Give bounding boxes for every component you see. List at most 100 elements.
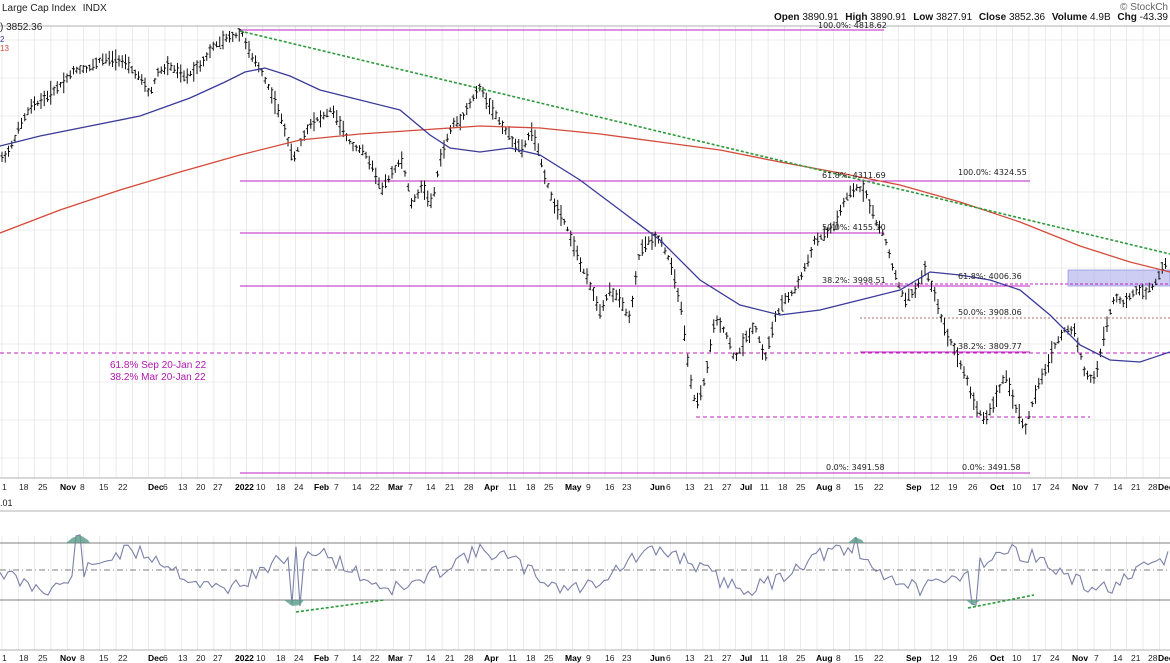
price-bar bbox=[666, 255, 670, 261]
price-bar bbox=[318, 110, 323, 128]
price-bar bbox=[474, 85, 479, 99]
x-tick-label: 18 bbox=[778, 482, 788, 492]
price-bar bbox=[1089, 374, 1093, 383]
price-bar bbox=[377, 177, 381, 190]
price-bar bbox=[851, 183, 856, 198]
price-bar bbox=[26, 107, 30, 116]
price-bar bbox=[523, 140, 527, 148]
x-axis-indicator: 1 18 25 Nov 8 15 22 Dec 6 13 20 27 2022 10 18 24 Feb 7 14 2… bbox=[2, 653, 1170, 663]
x-tick-label: 6 bbox=[163, 482, 168, 492]
price-bar bbox=[936, 298, 940, 314]
price-bar bbox=[156, 67, 160, 77]
x-tick-label: 21 bbox=[1131, 653, 1141, 663]
price-bar bbox=[409, 198, 414, 209]
price-bar bbox=[614, 289, 618, 301]
x-tick-label: 27 bbox=[213, 653, 223, 663]
price-bar bbox=[972, 392, 976, 411]
price-bar bbox=[598, 304, 602, 319]
price-bar bbox=[868, 199, 872, 214]
price-bar bbox=[133, 69, 137, 79]
x-tick-label: 14 bbox=[1113, 482, 1123, 492]
x-tick-label: 24 bbox=[1050, 482, 1060, 492]
overbought-fill bbox=[848, 537, 864, 543]
price-bar bbox=[991, 396, 995, 413]
price-bar bbox=[182, 70, 186, 82]
title-text: Large Cap Index bbox=[2, 3, 76, 14]
x-tick-label: 7 bbox=[334, 653, 339, 663]
price-bar bbox=[799, 272, 804, 280]
price-bar bbox=[767, 336, 771, 350]
x-tick-label: Dec bbox=[1158, 482, 1170, 492]
x-tick-label: 21 bbox=[704, 482, 714, 492]
x-tick-label: 7 bbox=[1094, 653, 1099, 663]
price-bar bbox=[907, 288, 911, 301]
x-tick-label: Dec bbox=[148, 482, 164, 492]
x-tick-label: 23 bbox=[622, 653, 632, 663]
x-tick-label: 18 bbox=[778, 653, 788, 663]
price-bar bbox=[123, 54, 128, 70]
x-tick-label: 6 bbox=[666, 482, 671, 492]
price-bar bbox=[237, 28, 241, 42]
price-bar bbox=[985, 410, 989, 425]
price-bar bbox=[673, 269, 677, 289]
x-tick-label: 18 bbox=[19, 482, 29, 492]
price-bar bbox=[1050, 341, 1054, 364]
price-bar bbox=[110, 50, 115, 67]
x-tick-label: 25 bbox=[544, 482, 554, 492]
price-bar bbox=[1118, 296, 1122, 304]
price-bar bbox=[400, 151, 404, 169]
price-bar bbox=[585, 268, 589, 285]
price-bar bbox=[260, 68, 264, 77]
x-tick-label: 9 bbox=[586, 653, 591, 663]
x-tick-label: 2022 bbox=[235, 653, 254, 663]
price-bar bbox=[331, 105, 336, 118]
x-tick-label: 27 bbox=[722, 482, 732, 492]
price-bar bbox=[686, 353, 690, 367]
x-tick-label: 7 bbox=[408, 653, 413, 663]
indicator-panel bbox=[0, 534, 1170, 613]
price-bar bbox=[465, 103, 469, 116]
x-tick-label: 23 bbox=[622, 482, 632, 492]
price-bar bbox=[1024, 423, 1028, 435]
price-bar bbox=[786, 291, 791, 303]
price-bar bbox=[175, 62, 180, 79]
price-bar bbox=[403, 170, 407, 177]
x-tick-label: 24 bbox=[294, 653, 304, 663]
x-tick-label: 15 bbox=[854, 482, 864, 492]
price-bar bbox=[140, 74, 144, 85]
price-bar bbox=[507, 126, 511, 140]
price-bar bbox=[1128, 293, 1132, 301]
price-bar bbox=[130, 65, 134, 74]
price-bar bbox=[803, 263, 807, 272]
price-bar bbox=[247, 40, 251, 58]
price-bar bbox=[812, 235, 817, 245]
price-bar bbox=[601, 300, 605, 311]
price-bar bbox=[266, 84, 271, 90]
x-tick-label: Feb bbox=[314, 482, 329, 492]
x-tick-label: 15 bbox=[99, 653, 109, 663]
x-tick-label: Sep bbox=[906, 653, 922, 663]
price-bar bbox=[643, 236, 648, 253]
x-tick-label: 18 bbox=[19, 653, 29, 663]
x-axis-main: 1 18 25 Nov 8 15 22 Dec 6 13 20 27 2022 10 18 24 Feb 7 14 2… bbox=[2, 482, 1170, 492]
x-tick-label: 10 bbox=[256, 653, 266, 663]
price-bar bbox=[913, 282, 917, 298]
price-bar bbox=[143, 77, 147, 92]
price-bar bbox=[159, 66, 163, 74]
x-tick-label: 17 bbox=[1032, 653, 1042, 663]
price-bar bbox=[227, 30, 232, 43]
price-bar bbox=[946, 328, 950, 347]
price-bar bbox=[900, 290, 904, 297]
last-value-label: ) 3852.36 bbox=[0, 22, 43, 33]
x-tick-label: 21 bbox=[704, 653, 714, 663]
price-bar bbox=[825, 227, 830, 238]
fib-label: 38.2%: 3809.77 bbox=[958, 342, 1022, 351]
x-tick-label: 22 bbox=[118, 653, 128, 663]
price-bar bbox=[32, 96, 37, 111]
price-bar bbox=[647, 236, 651, 245]
price-bar bbox=[1134, 286, 1138, 295]
price-bar bbox=[712, 319, 716, 333]
x-tick-label: 18 bbox=[526, 653, 536, 663]
x-tick-label: 27 bbox=[722, 653, 732, 663]
price-bar bbox=[1001, 375, 1005, 384]
